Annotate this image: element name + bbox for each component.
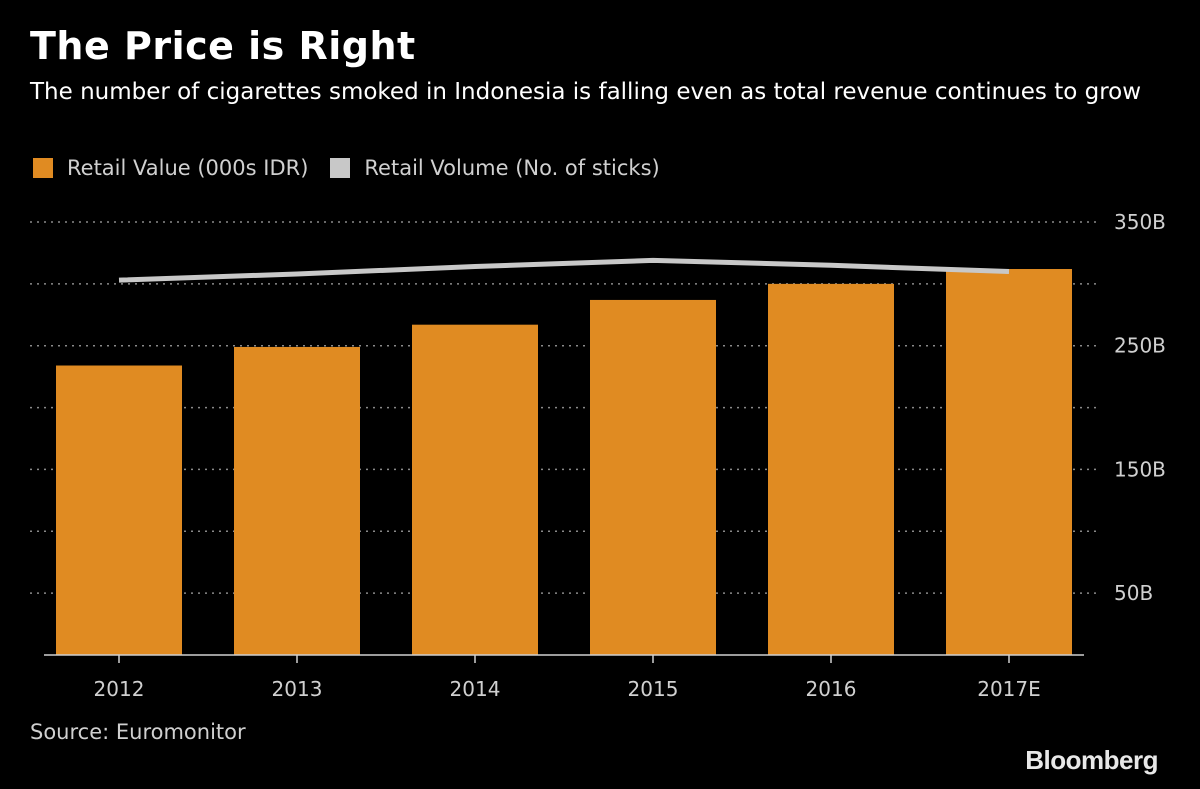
y-tick-label: 350B <box>1114 210 1166 234</box>
y-tick-label: 50B <box>1114 581 1153 605</box>
bar-retail-value <box>234 346 360 655</box>
legend-label-retail-volume: Retail Volume (No. of sticks) <box>364 156 660 180</box>
source-note: Source: Euromonitor <box>30 720 246 744</box>
chart-title: The Price is Right <box>30 24 416 68</box>
legend: Retail Value (000s IDR) Retail Volume (N… <box>33 156 682 180</box>
line-retail-volume <box>118 257 1010 283</box>
x-tick-label: 2016 <box>806 677 857 701</box>
legend-label-retail-value: Retail Value (000s IDR) <box>67 156 309 180</box>
legend-swatch-retail-volume <box>330 158 351 178</box>
bar-retail-value <box>56 365 182 655</box>
x-tick-label: 2017E <box>977 677 1041 701</box>
bloomberg-logo: Bloomberg <box>1025 745 1158 775</box>
bar-retail-value <box>412 324 538 655</box>
chart-subtitle: The number of cigarettes smoked in Indon… <box>30 79 1142 105</box>
x-tick-label: 2015 <box>628 677 679 701</box>
axis-layer <box>44 654 1084 663</box>
bar-retail-value <box>768 283 894 655</box>
label-layer: 350B 250B 150B 50B 2012 2013 2014 2015 2016 2017E <box>94 210 1166 701</box>
grid-layer <box>30 221 1098 594</box>
legend-item-retail-value: Retail Value (000s IDR) <box>33 156 308 180</box>
y-tick-label: 250B <box>1114 334 1166 358</box>
line-layer <box>118 257 1010 283</box>
x-tick-label: 2013 <box>272 677 323 701</box>
bar-retail-value <box>590 299 716 655</box>
legend-swatch-retail-value <box>33 158 53 178</box>
bar-retail-value <box>946 269 1072 655</box>
legend-item-retail-volume: Retail Volume (No. of sticks) <box>330 156 660 180</box>
x-tick-label: 2012 <box>94 677 145 701</box>
x-tick-label: 2014 <box>450 677 501 701</box>
y-tick-label: 150B <box>1114 457 1166 481</box>
bar-layer <box>56 269 1072 655</box>
